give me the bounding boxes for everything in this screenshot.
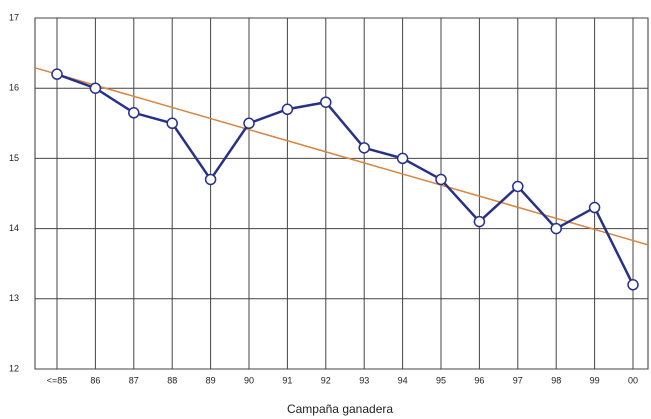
x-tick-label: 90 bbox=[244, 375, 254, 385]
x-tick-label: 98 bbox=[551, 375, 561, 385]
data-point bbox=[204, 173, 217, 186]
x-tick-label: 94 bbox=[398, 375, 408, 385]
x-tick-label: 95 bbox=[436, 375, 446, 385]
x-axis-title: Campaña ganadera bbox=[287, 402, 393, 416]
x-tick-label: 00 bbox=[628, 375, 638, 385]
x-tick-label: 89 bbox=[206, 375, 216, 385]
x-tick-label: 93 bbox=[359, 375, 369, 385]
trend-line bbox=[34, 67, 649, 246]
x-tick-label: 87 bbox=[129, 375, 139, 385]
x-tick-label: 96 bbox=[474, 375, 484, 385]
x-tick-label: 92 bbox=[321, 375, 331, 385]
y-tick-label: 16 bbox=[9, 83, 19, 93]
data-point bbox=[320, 96, 332, 108]
y-tick-label: 17 bbox=[9, 12, 19, 22]
data-point bbox=[89, 82, 102, 94]
data-point bbox=[396, 152, 409, 165]
y-tick-label: 13 bbox=[9, 293, 19, 303]
data-point bbox=[627, 279, 639, 291]
x-tick-label: 91 bbox=[282, 375, 292, 385]
data-point bbox=[550, 222, 562, 235]
data-point bbox=[512, 180, 524, 193]
x-tick-label: <=85 bbox=[47, 375, 68, 385]
y-tick-label: 15 bbox=[9, 153, 19, 163]
x-tick-label: 97 bbox=[513, 375, 523, 385]
data-point bbox=[435, 173, 447, 186]
data-point bbox=[128, 107, 140, 119]
x-tick-label: 86 bbox=[90, 375, 100, 385]
data-point bbox=[281, 103, 294, 116]
data-point bbox=[473, 215, 486, 228]
data-point bbox=[51, 68, 63, 80]
data-point bbox=[358, 142, 370, 154]
y-tick-label: 14 bbox=[9, 223, 19, 233]
data-point bbox=[588, 201, 601, 214]
x-tick-label: 88 bbox=[167, 375, 177, 385]
y-tick-label: 12 bbox=[9, 363, 19, 373]
x-tick-label: 99 bbox=[590, 375, 600, 385]
data-line bbox=[56, 72, 635, 286]
data-point bbox=[166, 117, 178, 130]
data-point bbox=[243, 117, 255, 130]
